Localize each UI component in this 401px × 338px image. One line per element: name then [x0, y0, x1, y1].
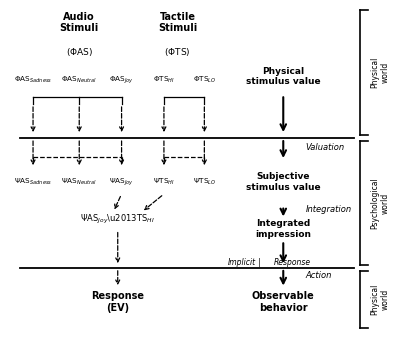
Text: $\mathit{\Phi}$AS$_{\mathit{Joy}}$: $\mathit{\Phi}$AS$_{\mathit{Joy}}$ [109, 74, 134, 86]
Text: Response: Response [273, 258, 311, 267]
Text: $\mathit{\Psi}$AS$_{\mathit{Neutral}}$: $\mathit{\Psi}$AS$_{\mathit{Neutral}}$ [61, 177, 97, 187]
Text: ($\mathit{\Phi}$TS): ($\mathit{\Phi}$TS) [164, 46, 190, 58]
Text: $\mathit{\Psi}$AS$_{\mathit{Joy}}$\u2013TS$_{\mathit{HI}}$: $\mathit{\Psi}$AS$_{\mathit{Joy}}$\u2013… [80, 213, 155, 226]
Text: Valuation: Valuation [306, 143, 345, 152]
Text: Subjective
stimulus value: Subjective stimulus value [246, 172, 320, 192]
Text: Physical
world: Physical world [371, 284, 390, 315]
Text: $\mathit{\Phi}$AS$_{\mathit{Sadness}}$: $\mathit{\Phi}$AS$_{\mathit{Sadness}}$ [14, 75, 52, 85]
Text: $\mathit{\Phi}$AS$_{\mathit{Neutral}}$: $\mathit{\Phi}$AS$_{\mathit{Neutral}}$ [61, 75, 97, 85]
Text: $\mathit{\Psi}$AS$_{\mathit{Sadness}}$: $\mathit{\Psi}$AS$_{\mathit{Sadness}}$ [14, 177, 52, 187]
Text: |: | [256, 258, 261, 267]
Text: Integrated
impression: Integrated impression [255, 219, 311, 239]
Text: Psychological
world: Psychological world [371, 177, 390, 229]
Text: $\mathit{\Phi}$TS$_{\mathit{LO}}$: $\mathit{\Phi}$TS$_{\mathit{LO}}$ [192, 75, 216, 85]
Text: $\mathit{\Psi}$TS$_{\mathit{HI}}$: $\mathit{\Psi}$TS$_{\mathit{HI}}$ [153, 177, 175, 187]
Text: Observable
behavior: Observable behavior [252, 291, 315, 313]
Text: $\mathit{\Phi}$TS$_{\mathit{HI}}$: $\mathit{\Phi}$TS$_{\mathit{HI}}$ [153, 75, 175, 85]
Text: Action: Action [306, 271, 332, 280]
Text: $\mathit{\Psi}$TS$_{\mathit{LO}}$: $\mathit{\Psi}$TS$_{\mathit{LO}}$ [192, 177, 216, 187]
Text: Implicit: Implicit [227, 258, 255, 267]
Text: Tactile
Stimuli: Tactile Stimuli [158, 11, 197, 33]
Text: ($\mathit{\Phi}$AS): ($\mathit{\Phi}$AS) [66, 46, 93, 58]
Text: Integration: Integration [306, 206, 352, 214]
Text: $\mathit{\Psi}$AS$_{\mathit{Joy}}$: $\mathit{\Psi}$AS$_{\mathit{Joy}}$ [109, 176, 134, 188]
Text: Physical
world: Physical world [371, 57, 390, 88]
Text: Response
(EV): Response (EV) [91, 291, 144, 313]
Text: Audio
Stimuli: Audio Stimuli [60, 11, 99, 33]
Text: Physical
stimulus value: Physical stimulus value [246, 67, 320, 86]
